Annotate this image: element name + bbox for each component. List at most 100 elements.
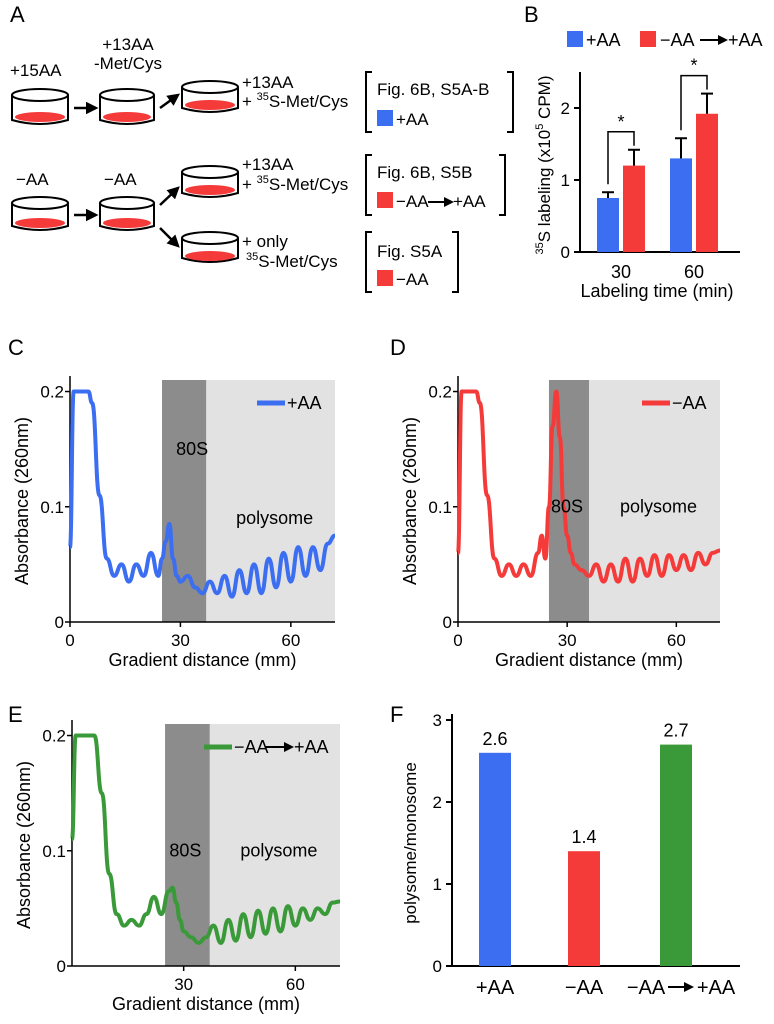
legend-aa-shift-from: −AA [396,192,429,211]
f-ytick-label: 1 [433,875,442,894]
label-only: + only [242,232,288,251]
arrow-row1-2 [159,93,181,110]
ylabel: Absorbance (260nm) [14,761,34,929]
legend-swatch-red-a2 [377,270,393,286]
legend-swatch-red-b [640,31,656,47]
dish-row2-lower [181,231,239,263]
panel-f: F 0 1 2 3 polysome/monosome 2.6 1.4 2.7 +AA −AA −A… [390,702,740,999]
label-35s-met-cys-c: 35S-Met/Cys [246,251,338,271]
legend-aa-shift-to: +AA [453,192,486,211]
f-bar [660,744,692,966]
b-bar [696,113,718,252]
ylabel: Absorbance (260nm) [400,417,420,585]
dark-band-80s [165,724,210,966]
b-ytick-label: 0 [561,243,570,262]
f-xtick-label-shift-from: −AA [627,977,666,999]
f-ytick-label: 0 [433,957,442,976]
b-xlabel: Labeling time (min) [580,281,733,301]
f-bar [479,752,511,966]
panel-letter-b: B [524,2,539,27]
b-sig-star: * [617,112,624,132]
f-data-label: 2.7 [663,721,688,741]
absorbance-trace [70,733,341,945]
legend-b-plus-aa: +AA [586,30,621,50]
xlabel: Gradient distance (mm) [112,994,300,1014]
b-sig-bracket [680,74,708,131]
ytick-label: 0.2 [42,727,66,746]
legend-plus-aa-a: +AA [396,110,429,129]
ref-fig6b-s5ab: Fig. 6B, S5A-B [377,80,489,99]
xtick-label: 60 [281,631,300,650]
b-ytick-label: 2 [561,99,570,118]
bracket-right-3 [452,231,459,293]
panel-letter-f: F [390,702,403,727]
absorbance-trace [68,389,336,599]
label-15aa: +15AA [10,61,62,80]
legend-swatch-blue-b [567,31,583,47]
b-bar [623,165,645,252]
annotation-polysome: polysome [236,508,313,528]
dish-row2-1 [11,196,69,231]
ytick-label: 0 [443,613,452,632]
legend-label: −AA [672,393,707,413]
f-ytick-label: 2 [433,793,442,812]
arrow-row2-down [159,227,180,248]
bracket-left-3 [365,231,372,293]
legend-label: +AA [287,393,322,413]
xlabel: Gradient distance (mm) [495,650,683,670]
label-minus-aa-2: −AA [104,170,137,189]
b-sig-star: * [690,56,697,76]
legend-swatch-blue-a [377,110,393,126]
chart-b: 0 1 2 30 * 60 * [561,56,740,282]
dish-row1-1 [11,88,69,125]
f-xtick-label-minus-aa: −AA [565,977,604,999]
f-xtick-label-plus-aa: +AA [476,977,515,999]
xtick-label: 60 [286,975,305,994]
label-35s-met-cys-a: + 35S-Met/Cys [242,91,348,111]
annotation-80s: 80S [551,497,583,517]
f-data-label: 2.6 [482,729,507,749]
xlabel: Gradient distance (mm) [108,650,296,670]
panel-a: A +15AA +13AA -Met/Cys +13AA + 35S-Met/C… [10,2,514,293]
light-band [589,380,720,622]
xtick-label: 0 [65,631,74,650]
panel-letter-d: D [390,335,406,360]
ytick-label: 0.2 [428,383,452,402]
bracket-right-2 [499,154,506,216]
legend-b-minus-aa: −AA [660,30,695,50]
ytick-label: 0.1 [40,498,64,517]
panel-letter-e: E [8,702,23,727]
xtick-label: 30 [171,631,190,650]
dark-band-80s [162,380,207,622]
dish-row1-3 [181,80,239,113]
panel-letter-a: A [10,2,25,27]
f-ylabel: polysome/monosome [401,762,420,924]
xtick-label: 60 [667,631,686,650]
b-bar [597,198,619,252]
b-ytick-label: 1 [561,171,570,190]
ylabel: Absorbance (260nm) [12,417,32,585]
annotation-80s: 80S [176,439,208,459]
b-xtick-label: 60 [684,262,704,282]
ytick-label: 0.2 [40,383,64,402]
ref-fig-s5a: Fig. S5A [377,242,443,261]
bracket-left-1 [365,71,372,133]
legend-label-to: +AA [294,737,329,757]
legend-b-plus-aa-2: +AA [728,30,763,50]
light-band [206,380,335,622]
b-ylabel: 35S labeling (x105 CPM) [534,75,554,254]
ref-fig6b-s5b: Fig. 6B, S5B [377,163,472,182]
label-13aa-b: +13AA [242,73,294,92]
f-xtick-label-shift-to: +AA [697,977,736,999]
ytick-label: 0 [57,957,66,976]
ytick-label: 0 [55,613,64,632]
arrow-row2-up [159,186,180,206]
label-met-cys: -Met/Cys [94,54,162,73]
annotation-80s: 80S [169,841,201,861]
panel-letter-c: C [8,335,24,360]
label-35s-met-cys-b: + 35S-Met/Cys [242,174,348,194]
f-data-label: 1.4 [571,827,596,847]
b-xtick-label: 30 [611,262,631,282]
